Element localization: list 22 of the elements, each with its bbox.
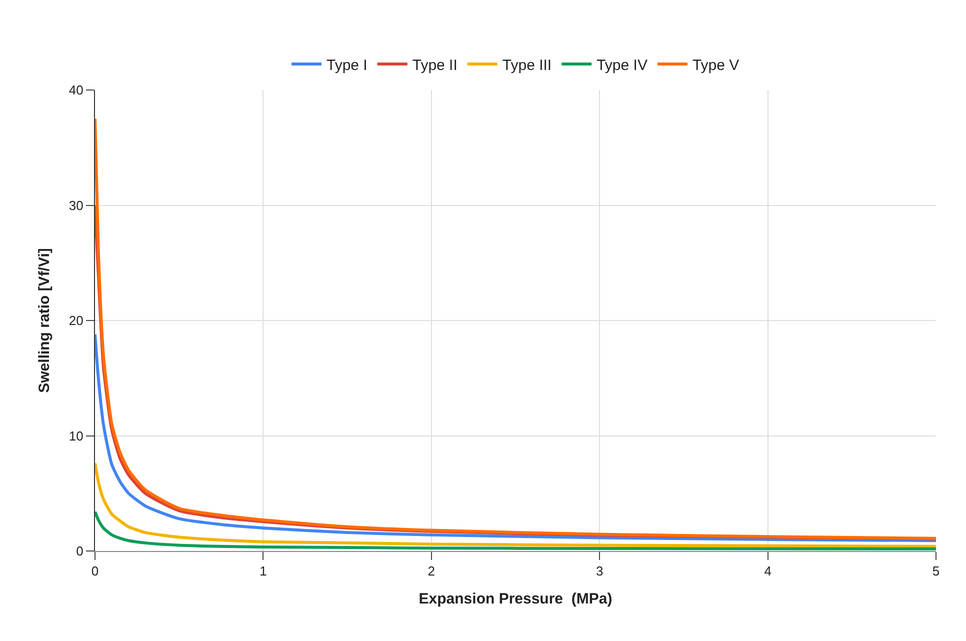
y-axis-title: Swelling ratio [Vf/Vi] (36, 248, 54, 393)
legend-label: Type III (502, 56, 552, 74)
y-tick-label: 10 (68, 428, 84, 444)
legend-label: Type V (692, 56, 740, 74)
x-tick-label: 3 (596, 564, 604, 579)
line-series (95, 117, 936, 540)
y-tick-label: 20 (68, 313, 84, 328)
y-tick-label: 0 (76, 544, 84, 559)
line-series (95, 332, 936, 542)
x-tick-label: 1 (260, 564, 267, 579)
x-axis-title: Expansion Pressure (MPa) (418, 590, 612, 608)
y-tick-label: 30 (68, 198, 84, 213)
y-tick-label: 40 (68, 82, 84, 98)
line-series (95, 462, 936, 548)
legend-label: Type IV (596, 56, 648, 74)
x-tick-label: 0 (91, 564, 99, 579)
x-tick-label: 4 (764, 564, 772, 579)
x-tick-label: 2 (428, 564, 436, 579)
legend-label: Type I (326, 56, 368, 74)
x-tick-label: 5 (932, 564, 940, 579)
line-series (95, 510, 936, 550)
legend-label: Type II (412, 56, 458, 74)
